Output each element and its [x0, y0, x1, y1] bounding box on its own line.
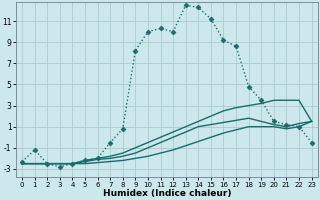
- X-axis label: Humidex (Indice chaleur): Humidex (Indice chaleur): [103, 189, 231, 198]
